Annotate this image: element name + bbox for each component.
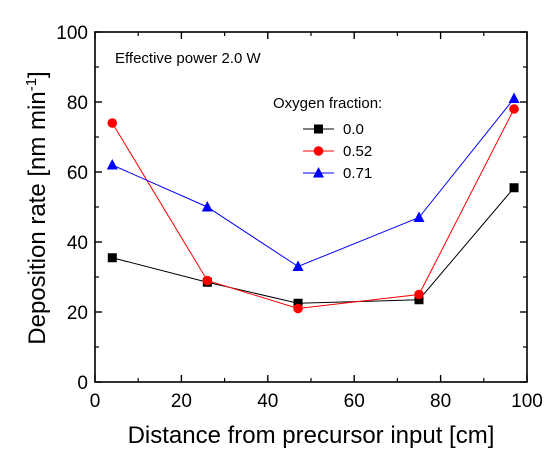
x-tick-label: 0 [90, 391, 101, 412]
data-point [509, 104, 519, 114]
data-point [292, 260, 304, 271]
x-tick-label: 100 [511, 391, 543, 412]
series-layer [106, 92, 520, 314]
series-circle [107, 104, 519, 314]
legend-marker [314, 124, 323, 134]
series-triangle [106, 92, 520, 271]
x-tick-label: 40 [257, 391, 278, 412]
legend-item: 0.0 [303, 121, 364, 138]
data-point [201, 201, 213, 212]
y-axis-title-end: ] [24, 71, 51, 78]
plot-frame [94, 31, 528, 383]
data-point [293, 298, 303, 308]
y-axis-title: Deposition rate [nm min-1] [23, 71, 51, 344]
data-point [413, 211, 425, 222]
data-point [414, 289, 424, 300]
legend-label: 0.0 [343, 121, 364, 138]
legend-label: 0.52 [343, 143, 372, 160]
y-axis-title-main: Deposition rate [nm min [24, 91, 51, 344]
axes: 0 20 40 60 80 100 0 20 40 60 80 100 [56, 23, 543, 412]
legend-items: 0.0 0.52 0.71 [303, 121, 372, 182]
data-point [509, 183, 519, 193]
data-point [107, 253, 117, 263]
y-tick-label: 0 [77, 373, 88, 394]
legend-marker [313, 167, 324, 178]
data-point [107, 118, 118, 128]
data-point [293, 303, 303, 314]
series-line [111, 108, 515, 310]
legend-label: 0.71 [343, 165, 372, 182]
data-point [508, 92, 520, 103]
x-axis-title: Distance from precursor input [cm] [128, 422, 495, 449]
data-point [202, 275, 213, 286]
annotation-text: Effective power 2.0 W [115, 50, 261, 67]
legend-marker [313, 146, 324, 156]
legend: Oxygen fraction: 0.0 0.52 0.71 [273, 95, 382, 182]
legend-item: 0.71 [303, 165, 372, 182]
y-tick-label: 80 [67, 93, 88, 114]
legend-title: Oxygen fraction: [273, 95, 382, 112]
x-tick-label: 60 [344, 391, 365, 412]
data-point [106, 159, 118, 170]
x-tick-label: 80 [430, 391, 451, 412]
data-point [414, 295, 424, 305]
y-tick-label: 40 [67, 233, 88, 254]
legend-item: 0.52 [303, 143, 372, 160]
series-line [112, 187, 515, 304]
series-line [112, 98, 515, 268]
series-square [107, 183, 519, 308]
y-tick-label: 60 [67, 163, 88, 184]
x-tick-label: 20 [171, 391, 192, 412]
y-tick-label: 100 [56, 23, 88, 44]
y-axis-title-sup: -1 [23, 78, 40, 91]
y-tick-label: 20 [67, 303, 88, 324]
